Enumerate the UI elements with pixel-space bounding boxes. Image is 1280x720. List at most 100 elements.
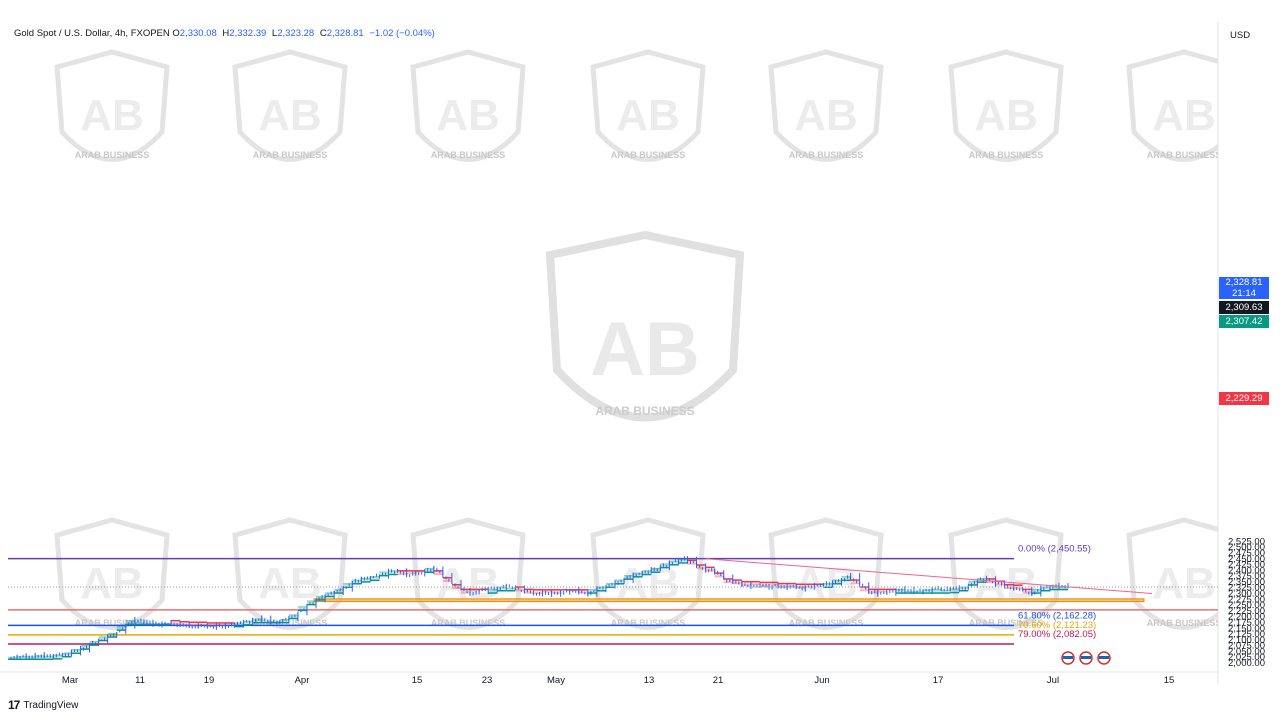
supertrend-fill	[125, 620, 136, 625]
supertrend-fill	[605, 583, 616, 588]
supertrend-fill	[53, 654, 63, 659]
high-label: H	[222, 28, 230, 39]
supertrend-fill	[877, 589, 888, 593]
price-tick-label: 2,175.00	[1228, 617, 1265, 628]
supertrend-fill	[1022, 589, 1033, 594]
supertrend-fill	[451, 584, 462, 589]
watermark-shield	[590, 49, 706, 162]
supertrend-fill	[741, 581, 752, 586]
price-tick-label: 2,325.00	[1228, 583, 1265, 594]
supertrend-fill	[424, 568, 435, 573]
watermark-shield	[948, 49, 1064, 162]
supertrend-fill	[497, 586, 507, 591]
supertrend-fill	[306, 600, 317, 605]
supertrend-fill	[279, 618, 290, 623]
watermark-text: ARAB BUSINESS	[1147, 150, 1222, 160]
open-value: 2,330.08	[179, 28, 217, 39]
supertrend-fill	[787, 583, 797, 587]
watermark-mark: AB	[616, 91, 680, 140]
price-tick-label: 2,150.00	[1228, 623, 1265, 634]
price-axis[interactable]: 2,525.002,500.002,475.002,450.002,425.00…	[1228, 536, 1265, 669]
supertrend-fill	[171, 620, 181, 625]
flag-stripe	[1081, 656, 1091, 659]
price-tick-label: 2,525.00	[1228, 536, 1265, 547]
supertrend-fill	[660, 563, 670, 568]
supertrend-fill	[297, 606, 308, 611]
supertrend-fill	[1049, 585, 1060, 590]
time-tick-label: 13	[644, 675, 655, 686]
symbol-title[interactable]: Gold Spot / U.S. Dollar, 4h, FXOPEN	[14, 28, 170, 39]
supertrend-fill	[796, 584, 806, 589]
events-icons[interactable]	[1061, 651, 1111, 665]
supertrend-fill	[596, 586, 607, 591]
indicator-price-label: 2,309.63	[1219, 301, 1269, 314]
watermark-shield	[545, 230, 745, 422]
price-tick-label: 2,500.00	[1228, 542, 1265, 553]
watermark-text: ARAB BUSINESS	[611, 150, 686, 160]
level-label: 70.60% (2,121.23)	[1018, 620, 1096, 631]
supertrend-fill	[243, 620, 254, 625]
price-tick-label: 2,100.00	[1228, 635, 1265, 646]
supertrend-fill	[379, 571, 390, 576]
supertrend-fill	[343, 583, 353, 588]
supertrend-fill	[234, 622, 245, 627]
supertrend-fill	[388, 570, 399, 575]
supertrend-fill	[723, 578, 734, 584]
supertrend-fill	[35, 655, 45, 660]
supertrend-fill	[904, 591, 915, 594]
descending-trendline[interactable]	[705, 558, 1153, 595]
watermark-text: ARAB BUSINESS	[431, 618, 506, 628]
supertrend-fill	[107, 632, 118, 638]
level-price-label: 2,229.29	[1219, 392, 1269, 405]
supertrend-fill	[578, 589, 589, 594]
supertrend-fill	[26, 656, 36, 660]
supertrend-fill	[442, 577, 453, 582]
time-axis[interactable]: Mar 11 19 Apr 15 23 May 13 21 Jun 17 Jul 15	[62, 675, 1174, 686]
watermark-mark: AB	[258, 559, 322, 608]
time-tick-label: 23	[482, 675, 493, 686]
supertrend-fill	[913, 590, 924, 594]
supertrend-fill	[832, 579, 843, 584]
supertrend-fill	[460, 589, 471, 594]
price-tick-label: 2,200.00	[1228, 612, 1265, 623]
watermark-mark: AB	[80, 91, 144, 140]
time-tick-label: Jun	[814, 675, 829, 686]
price-tick-label: 2,050.00	[1228, 646, 1265, 657]
supertrend-fill	[769, 582, 779, 586]
supertrend-fill	[488, 588, 498, 594]
open-label: O	[172, 28, 180, 39]
currency-label[interactable]: USD	[1230, 30, 1251, 41]
time-tick-label: 19	[204, 675, 215, 686]
price-tick-label: 2,025.00	[1228, 652, 1265, 663]
price-tick-label: 2,300.00	[1228, 589, 1265, 600]
tradingview-logo-icon: 17	[8, 698, 20, 712]
supertrend-fill	[705, 567, 716, 572]
watermark-text: ARAB BUSINESS	[253, 618, 328, 628]
supertrend-fill	[941, 589, 951, 594]
price-tick-label: 2,125.00	[1228, 629, 1265, 640]
supertrend-fill	[325, 592, 335, 597]
supertrend-fill	[216, 622, 226, 626]
time-tick-label: 17	[933, 675, 944, 686]
watermark-text: ARAB BUSINESS	[611, 618, 686, 628]
watermark-layer: AB ARAB BUSINESS AB ARAB BUSINESS AB ARAB BUS…	[54, 49, 1242, 630]
supertrend-fill	[8, 656, 18, 660]
supertrend-fill	[1058, 587, 1069, 590]
flag-stripe	[1063, 656, 1073, 659]
tradingview-brand: TradingView	[23, 699, 79, 711]
supertrend-fill	[642, 570, 652, 575]
supertrend-fill	[116, 625, 127, 631]
change-value: −1.02 (−0.04%)	[369, 28, 435, 39]
supertrend-fill	[406, 570, 417, 574]
price-tick-label: 2,400.00	[1228, 565, 1265, 576]
support-zone[interactable]	[313, 598, 1145, 603]
supertrend-fill	[778, 583, 788, 588]
fib-levels[interactable]: 0.00% (2,450.55) 61.80% (2,162.28)70.60% …	[8, 544, 1218, 645]
supertrend-fill	[923, 589, 933, 594]
price-tick-label: 2,475.00	[1228, 548, 1265, 559]
symbol-header[interactable]: Gold Spot / U.S. Dollar, 4h, FXOPEN O2,3…	[14, 28, 435, 39]
flag-stripe	[1099, 656, 1109, 659]
supertrend-fill	[651, 568, 661, 573]
tradingview-footer[interactable]: 17 TradingView	[8, 698, 78, 712]
